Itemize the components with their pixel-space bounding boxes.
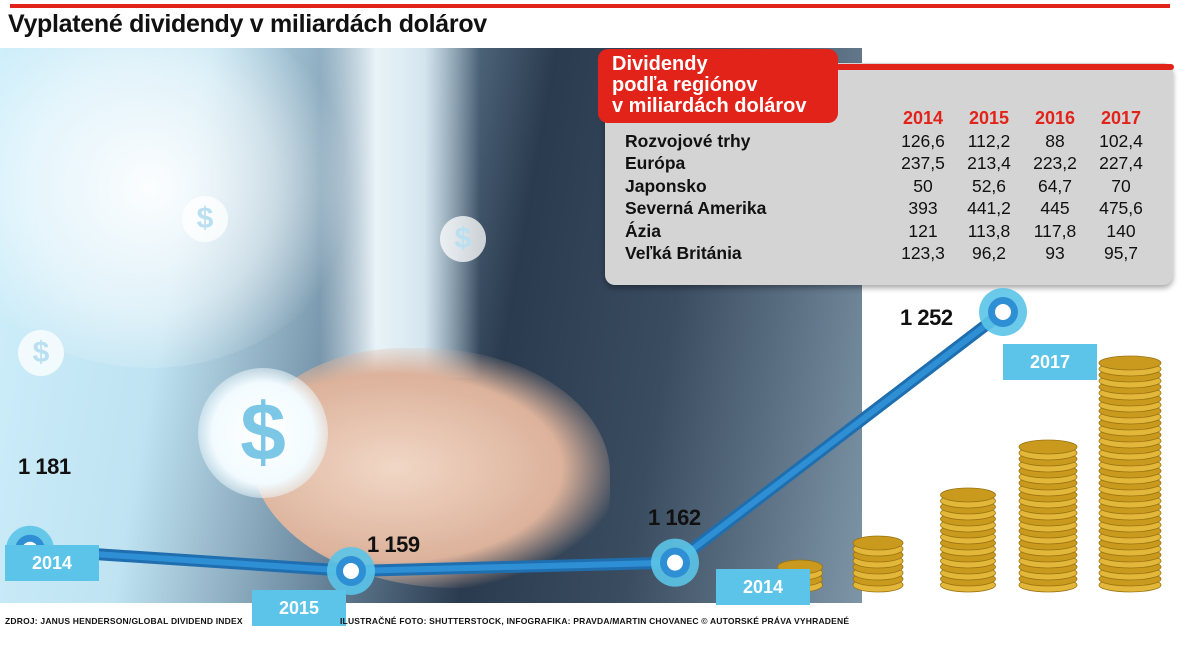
table-value: 50 bbox=[913, 175, 933, 196]
table-value: 121 bbox=[908, 220, 938, 241]
table-value: 223,2 bbox=[1033, 153, 1077, 173]
region-label: Severná Amerika bbox=[625, 198, 767, 218]
data-point-center bbox=[995, 304, 1011, 320]
series-line bbox=[29, 309, 1005, 574]
table-heading-line: podľa regiónov bbox=[612, 74, 758, 96]
table-row: Rozvojové trhy 126,6 112,2 88 102,4 bbox=[625, 130, 1154, 153]
series-line-group bbox=[29, 307, 1007, 577]
table-red-rule bbox=[836, 64, 1174, 70]
dollar-icon: $ bbox=[182, 196, 228, 242]
table-value: 52,6 bbox=[971, 175, 1007, 196]
region-table: 2014 2015 2016 2017 Rozvojové trhy 126,6… bbox=[625, 107, 1154, 265]
table-value: 64,7 bbox=[1037, 175, 1073, 196]
table-heading: Dividendy podľa regiónov v miliardách do… bbox=[598, 49, 838, 123]
dollar-icon: $ bbox=[440, 216, 486, 262]
data-label: 1 159 bbox=[367, 532, 420, 557]
table-heading-line: Dividendy bbox=[612, 53, 708, 75]
table-value: 70 bbox=[1111, 175, 1131, 196]
region-label: Japonsko bbox=[625, 175, 707, 196]
table-value: 237,5 bbox=[901, 153, 945, 173]
table-value: 213,4 bbox=[967, 153, 1011, 173]
table-value: 126,6 bbox=[901, 130, 945, 151]
table-row: Veľká Británia 123,3 96,2 93 95,7 bbox=[625, 242, 1154, 265]
table-value: 113,8 bbox=[967, 220, 1011, 241]
table-value: 227,4 bbox=[1099, 153, 1143, 173]
region-label: Ázia bbox=[625, 220, 661, 241]
credits-note: ILUSTRAČNÉ FOTO: SHUTTERSTOCK, INFOGRAFI… bbox=[340, 616, 850, 626]
coin-stack-icon bbox=[777, 355, 1162, 593]
table-value: 102,4 bbox=[1099, 130, 1143, 151]
year-header: 2014 bbox=[902, 108, 944, 128]
table-header-row: 2014 2015 2016 2017 bbox=[625, 107, 1154, 130]
table-value: 117,8 bbox=[1033, 220, 1077, 241]
region-label: Európa bbox=[625, 153, 686, 173]
source-note: ZDROJ: JANUS HENDERSON/GLOBAL DIVIDEND I… bbox=[5, 616, 243, 626]
table-value: 88 bbox=[1045, 130, 1065, 151]
coin-icon bbox=[852, 535, 904, 551]
table-value: 96,2 bbox=[971, 243, 1007, 263]
table-value: 140 bbox=[1106, 220, 1136, 241]
table-value: 475,6 bbox=[1099, 198, 1143, 218]
data-label: 1 181 bbox=[18, 454, 71, 479]
table-value: 95,7 bbox=[1103, 243, 1139, 263]
x-tick-label: 2015 bbox=[252, 590, 346, 626]
region-label: Veľká Británia bbox=[625, 243, 742, 263]
region-label: Rozvojové trhy bbox=[625, 130, 751, 151]
table-row: Japonsko 50 52,6 64,7 70 bbox=[625, 175, 1154, 198]
dollar-coin-icon: $ bbox=[198, 368, 328, 498]
data-point-center bbox=[343, 563, 359, 579]
year-header: 2015 bbox=[968, 108, 1010, 128]
x-tick-label: 2017 bbox=[1003, 344, 1097, 380]
table-row: Ázia 121 113,8 117,8 140 bbox=[625, 220, 1154, 243]
table-row: Severná Amerika 393 441,2 445 475,6 bbox=[625, 197, 1154, 220]
table-value: 123,3 bbox=[901, 243, 945, 263]
series-line-outline bbox=[29, 307, 1007, 577]
table-value: 93 bbox=[1045, 243, 1065, 263]
shirt-shape bbox=[320, 48, 480, 378]
table-value: 393 bbox=[908, 198, 938, 218]
data-label: 1 162 bbox=[648, 505, 701, 530]
table-heading-line: v miliardách dolárov bbox=[612, 95, 807, 117]
table-value: 441,2 bbox=[967, 198, 1011, 218]
coin-icon bbox=[1098, 355, 1162, 371]
data-point-center bbox=[667, 554, 683, 571]
year-header: 2016 bbox=[1034, 108, 1076, 128]
data-label: 1 252 bbox=[900, 305, 953, 330]
table-value: 112,2 bbox=[967, 130, 1011, 151]
x-tick-label: 2014 bbox=[716, 569, 810, 605]
year-header: 2017 bbox=[1100, 108, 1142, 128]
page-title: Vyplatené dividendy v miliardách dolárov bbox=[8, 10, 487, 38]
coin-icon bbox=[1018, 439, 1078, 455]
top-rule bbox=[10, 4, 1170, 8]
dollar-icon: $ bbox=[18, 330, 64, 376]
x-tick-label: 2014 bbox=[5, 545, 99, 581]
table-value: 445 bbox=[1040, 198, 1070, 218]
table-row: Európa 237,5 213,4 223,2 227,4 bbox=[625, 152, 1154, 175]
coin-icon bbox=[940, 487, 996, 503]
